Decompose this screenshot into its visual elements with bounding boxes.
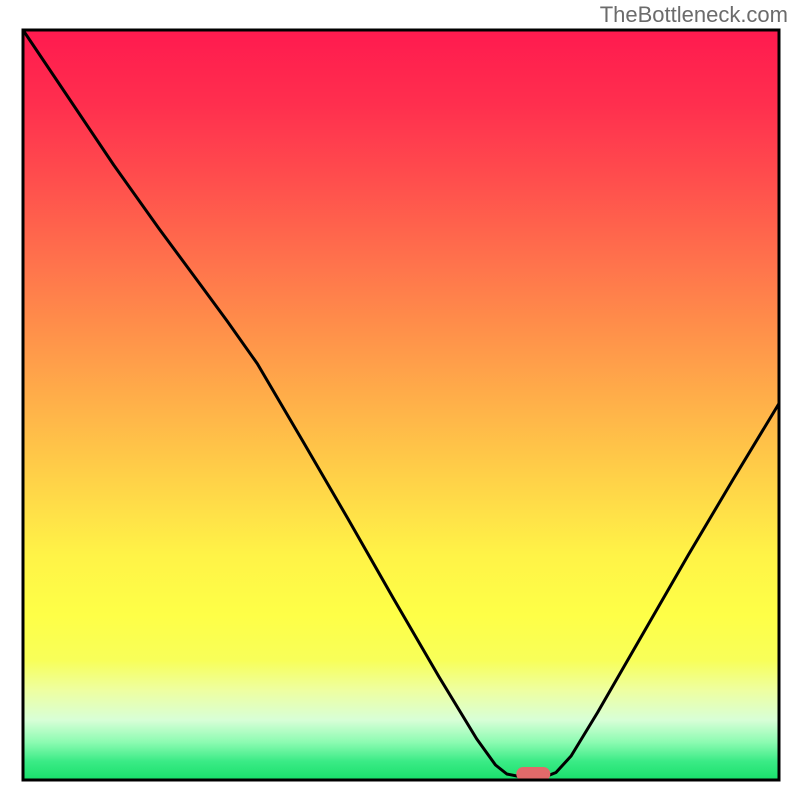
plot-background xyxy=(23,30,779,780)
bottleneck-chart-page: TheBottleneck.com xyxy=(0,0,800,800)
bottleneck-curve-chart xyxy=(0,0,800,800)
